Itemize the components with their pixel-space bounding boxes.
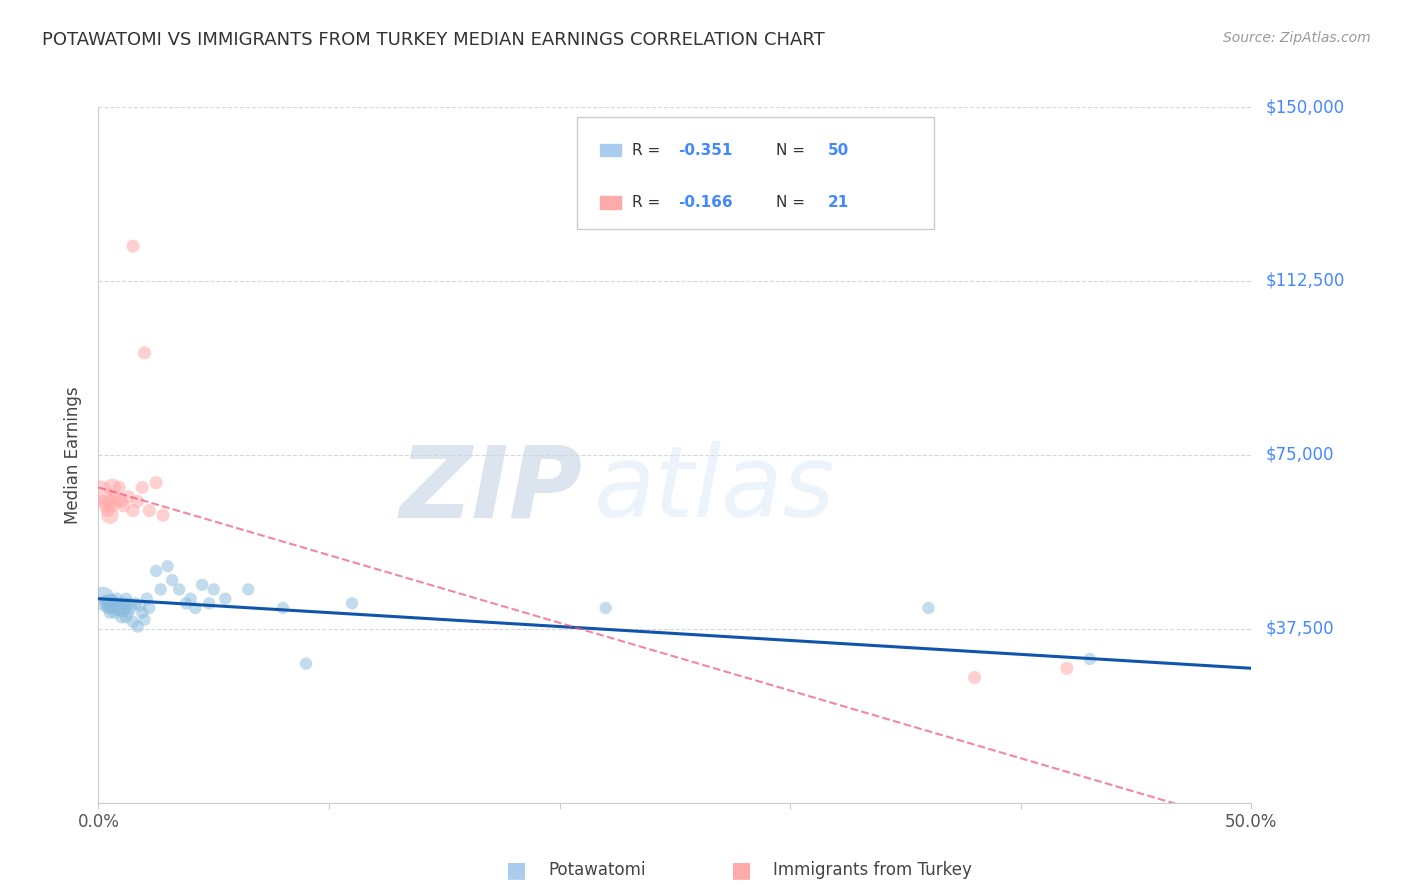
FancyBboxPatch shape xyxy=(576,118,934,229)
Point xyxy=(91,591,114,606)
Point xyxy=(101,601,124,615)
Point xyxy=(94,594,117,608)
Point xyxy=(131,480,153,494)
Text: $112,500: $112,500 xyxy=(1265,272,1344,290)
Bar xyxy=(600,144,620,156)
Point xyxy=(149,582,172,597)
Point xyxy=(112,499,135,513)
Point xyxy=(180,591,202,606)
Point xyxy=(101,594,124,608)
Point xyxy=(110,601,132,615)
Point xyxy=(112,601,135,615)
Point xyxy=(963,671,986,685)
Text: N =: N = xyxy=(776,143,810,158)
Text: Source: ZipAtlas.com: Source: ZipAtlas.com xyxy=(1223,31,1371,45)
Point xyxy=(120,601,142,615)
Point xyxy=(271,601,294,615)
Point xyxy=(124,596,146,610)
Point xyxy=(97,601,120,615)
Point xyxy=(98,508,121,523)
Point xyxy=(101,480,124,494)
Point xyxy=(191,578,214,592)
Point xyxy=(129,599,152,613)
Point xyxy=(98,606,121,620)
Text: Potawatomi: Potawatomi xyxy=(548,861,645,879)
Point xyxy=(112,596,135,610)
Point xyxy=(103,490,125,504)
Point xyxy=(105,591,128,606)
Text: POTAWATOMI VS IMMIGRANTS FROM TURKEY MEDIAN EARNINGS CORRELATION CHART: POTAWATOMI VS IMMIGRANTS FROM TURKEY MED… xyxy=(42,31,825,49)
Point xyxy=(122,503,145,517)
Point xyxy=(152,508,174,523)
Point xyxy=(214,591,236,606)
Point xyxy=(98,596,121,610)
Text: -0.166: -0.166 xyxy=(678,194,733,210)
Text: N =: N = xyxy=(776,194,810,210)
Point xyxy=(131,606,153,620)
Point xyxy=(340,596,363,610)
Point xyxy=(103,596,125,610)
Point xyxy=(108,603,131,617)
Point xyxy=(122,239,145,253)
Text: atlas: atlas xyxy=(595,442,835,538)
Point xyxy=(110,494,132,508)
Point xyxy=(184,601,207,615)
Text: $75,000: $75,000 xyxy=(1265,446,1334,464)
Point xyxy=(110,610,132,624)
Point xyxy=(115,591,138,606)
Point xyxy=(90,485,112,500)
Point xyxy=(117,490,139,504)
Point xyxy=(105,494,128,508)
Point xyxy=(103,606,125,620)
Point xyxy=(122,615,145,629)
Point xyxy=(117,606,139,620)
Point xyxy=(145,564,167,578)
Point xyxy=(295,657,318,671)
Point xyxy=(115,610,138,624)
Point xyxy=(101,499,124,513)
Point xyxy=(238,582,260,597)
Point xyxy=(94,499,117,513)
Point xyxy=(134,346,156,360)
Point xyxy=(135,591,157,606)
Point xyxy=(108,480,131,494)
Point xyxy=(1056,661,1078,675)
Text: ■: ■ xyxy=(731,860,752,880)
Text: R =: R = xyxy=(633,194,665,210)
Point xyxy=(917,601,939,615)
Point xyxy=(91,494,114,508)
Y-axis label: Median Earnings: Median Earnings xyxy=(65,386,83,524)
Point xyxy=(174,596,197,610)
Point xyxy=(97,503,120,517)
Point xyxy=(202,582,225,597)
Text: ZIP: ZIP xyxy=(399,442,582,538)
Point xyxy=(97,596,120,610)
Text: 21: 21 xyxy=(828,194,849,210)
Point xyxy=(595,601,617,615)
Text: $150,000: $150,000 xyxy=(1265,98,1344,116)
Point xyxy=(167,582,190,597)
Bar xyxy=(600,196,620,209)
Point xyxy=(105,599,128,613)
Point xyxy=(108,596,131,610)
Point xyxy=(98,494,121,508)
Point xyxy=(145,475,167,490)
Text: -0.351: -0.351 xyxy=(678,143,733,158)
Point xyxy=(160,573,183,587)
Point xyxy=(127,494,149,508)
Point xyxy=(117,596,139,610)
Point xyxy=(138,503,160,517)
Point xyxy=(1078,652,1101,666)
Text: 50: 50 xyxy=(828,143,849,158)
Point xyxy=(198,596,221,610)
Point xyxy=(127,619,149,633)
Text: R =: R = xyxy=(633,143,665,158)
Text: ■: ■ xyxy=(506,860,527,880)
Point xyxy=(138,601,160,615)
Point xyxy=(134,613,156,627)
Text: Immigrants from Turkey: Immigrants from Turkey xyxy=(773,861,972,879)
Text: $37,500: $37,500 xyxy=(1265,620,1334,638)
Point xyxy=(156,559,179,574)
